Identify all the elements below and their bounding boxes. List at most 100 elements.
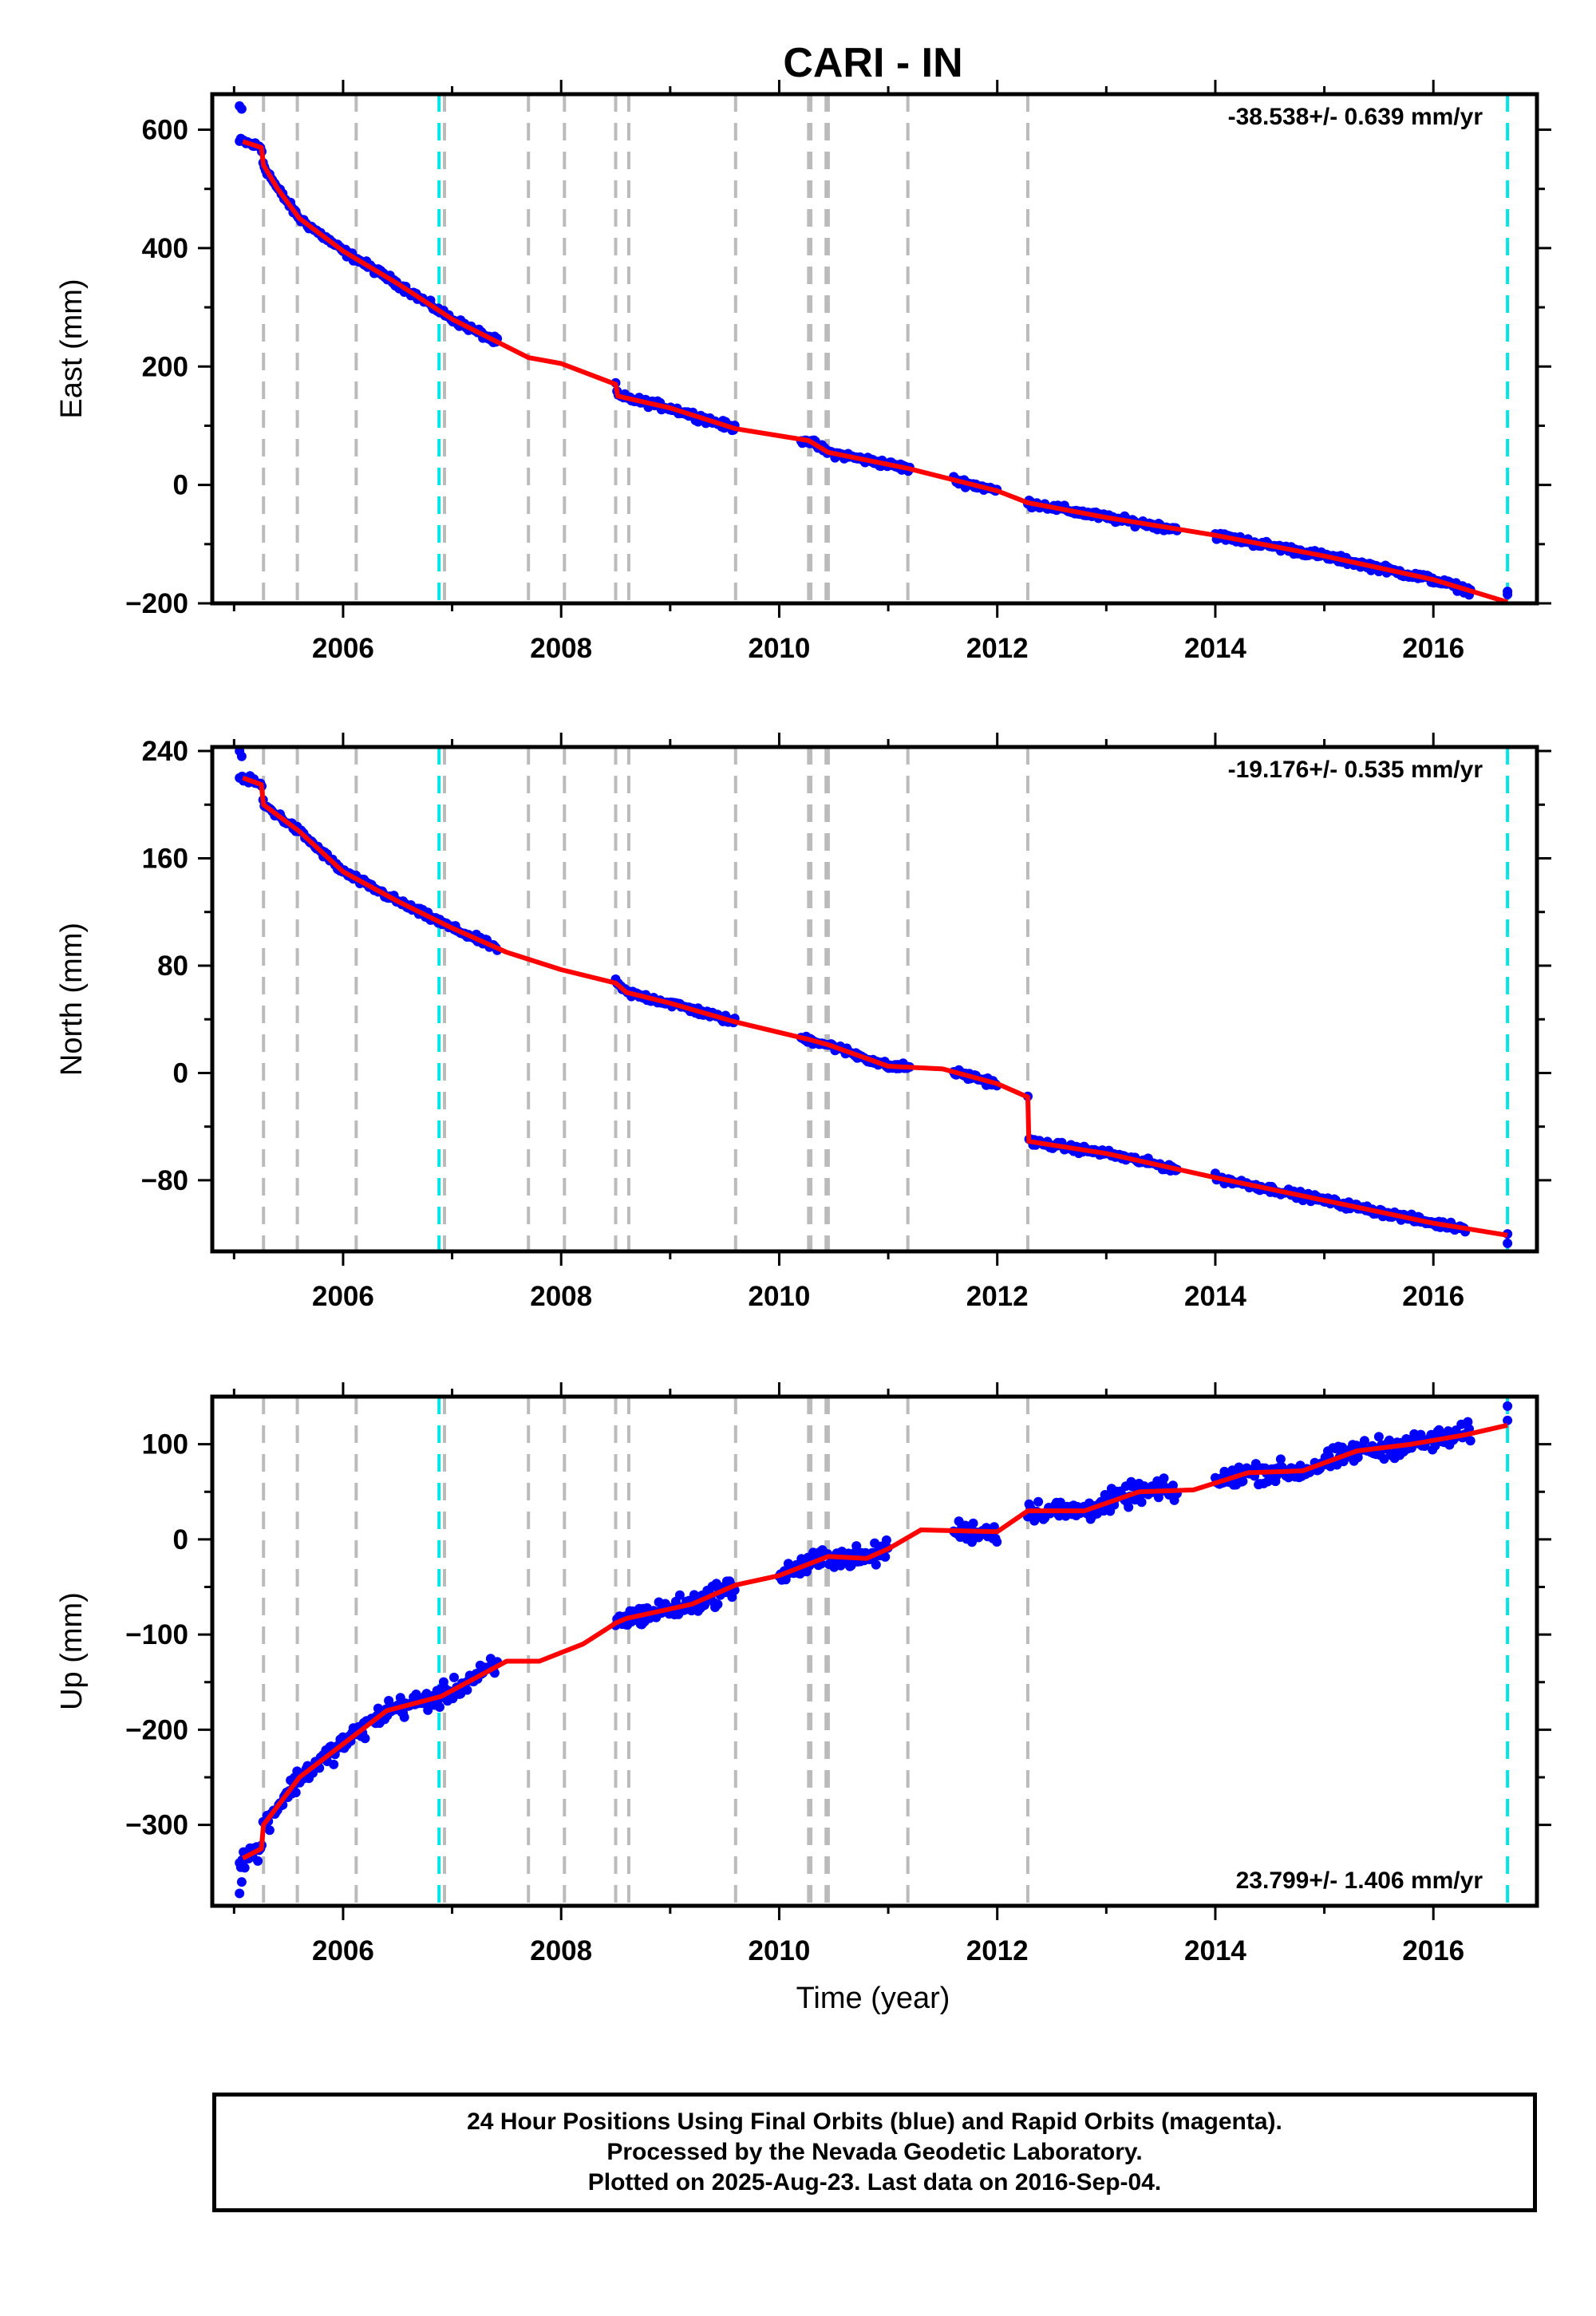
data-point (851, 1541, 862, 1551)
x-tick-label: 2010 (749, 1935, 811, 1966)
x-tick-label: 2014 (1184, 1935, 1246, 1966)
y-axis-label-north: North (mm) (55, 923, 89, 1076)
data-point (264, 1825, 275, 1836)
x-tick-label: 2010 (749, 1281, 811, 1312)
data-point (968, 1518, 978, 1528)
data-point (1353, 1452, 1363, 1463)
data-point (253, 1856, 263, 1866)
y-tick-label: 100 (142, 1429, 188, 1460)
plot-area-up (235, 1397, 1513, 1906)
data-point (1359, 1436, 1369, 1446)
data-point (435, 1702, 444, 1712)
x-tick-label: 2012 (966, 633, 1029, 664)
observations-east (235, 101, 1513, 600)
data-point (1136, 1497, 1147, 1508)
y-ticks-north (198, 749, 1551, 1182)
observations-up (235, 1401, 1513, 1899)
rate-label-up: 23.799+/- 1.406 mm/yr (1236, 1867, 1483, 1894)
x-tick-label: 2008 (530, 1935, 592, 1966)
footer-line-1: 24 Hour Positions Using Final Orbits (bl… (467, 2109, 1282, 2135)
y-tick-label: 80 (157, 951, 188, 982)
footer-line-3: Plotted on 2025-Aug-23. Last data on 201… (587, 2169, 1162, 2195)
data-point (880, 1551, 891, 1562)
data-point (1503, 1238, 1513, 1248)
rate-label-east: -38.538+/- 0.639 mm/yr (1228, 104, 1483, 130)
y-ticks-east (198, 128, 1551, 605)
data-point (423, 1705, 433, 1715)
data-point (1463, 1417, 1473, 1427)
x-tick-label: 2006 (312, 1935, 374, 1966)
y-tick-label: −80 (141, 1165, 188, 1196)
y-tick-label: 240 (142, 736, 188, 767)
data-point (360, 1733, 370, 1744)
model-line-north (242, 775, 1508, 1238)
data-point (235, 1888, 245, 1899)
x-tick-label: 2010 (749, 633, 811, 664)
rate-label-north: -19.176+/- 0.535 mm/yr (1228, 757, 1483, 783)
data-point (871, 1559, 881, 1570)
observations-north (235, 747, 1513, 1248)
x-tick-label: 2012 (966, 1281, 1029, 1312)
y-tick-label: −300 (125, 1810, 188, 1841)
x-tick-label: 2006 (312, 633, 374, 664)
data-point (1275, 1454, 1286, 1464)
y-axis-label-east: East (mm) (55, 279, 89, 418)
data-point (992, 1537, 1002, 1547)
panel-east: 2006 2008 2010 2012 2014 2016 −200 0 200 400 600 Ea… (55, 80, 1551, 664)
y-tick-label: 160 (142, 844, 188, 875)
x-tick-label: 2008 (530, 633, 592, 664)
data-point (1503, 587, 1513, 597)
data-point (1033, 1496, 1044, 1507)
plot-area-north (235, 747, 1513, 1251)
x-tick-label: 2008 (530, 1281, 592, 1312)
y-tick-label: 200 (142, 351, 188, 382)
data-point (1503, 1401, 1513, 1411)
x-tick-label: 2014 (1184, 633, 1246, 664)
y-tick-label: 400 (142, 233, 188, 264)
data-point (1465, 1436, 1476, 1446)
x-tick-label: 2012 (966, 1935, 1029, 1966)
data-point (674, 1590, 685, 1600)
model-line-east (242, 139, 1508, 603)
y-tick-label: −100 (125, 1619, 188, 1650)
data-point (329, 1759, 339, 1769)
x-tick-label: 2016 (1402, 1281, 1464, 1312)
y-tick-label: 0 (173, 1524, 188, 1555)
data-point (700, 1600, 709, 1611)
x-tick-label: 2016 (1402, 633, 1464, 664)
y-tick-label: −200 (125, 588, 188, 619)
model-line-up (241, 1422, 1508, 1861)
data-point (462, 1685, 472, 1695)
footer-line-2: Processed by the Nevada Geodetic Laborat… (606, 2139, 1143, 2165)
data-point (449, 1672, 459, 1682)
data-point (1503, 1415, 1513, 1425)
y-ticks-up (198, 1443, 1551, 1827)
x-ticks-up (232, 1382, 1435, 1920)
plot-area-east (235, 94, 1513, 603)
chart-title: CARI - IN (783, 40, 962, 86)
data-point (290, 1788, 301, 1798)
data-point (1159, 1473, 1169, 1484)
y-axis-label-up: Up (mm) (55, 1592, 89, 1710)
data-point (399, 1712, 409, 1722)
y-tick-label: −200 (125, 1714, 188, 1745)
footer-box: 24 Hour Positions Using Final Orbits (bl… (212, 2093, 1537, 2212)
data-point (239, 1863, 250, 1873)
data-point (236, 751, 247, 761)
data-point (1238, 1476, 1248, 1486)
x-tick-label: 2014 (1184, 1281, 1246, 1312)
y-tick-label: 600 (142, 115, 188, 146)
data-point (713, 1599, 723, 1610)
x-ticks-north (232, 733, 1435, 1266)
x-tick-label: 2016 (1402, 1935, 1464, 1966)
x-tick-label: 2006 (312, 1281, 374, 1312)
data-point (1124, 1502, 1134, 1512)
x-axis-label: Time (year) (796, 1982, 950, 2015)
plot-frame-north (210, 745, 1539, 1254)
y-tick-label: 0 (173, 470, 188, 501)
panel-up: 2006 2008 2010 2012 2014 2016 −300 −200 −100 0 100… (55, 1382, 1551, 1966)
data-point (881, 1535, 891, 1545)
plot-frame-up (210, 1394, 1539, 1908)
data-point (1373, 1432, 1384, 1442)
